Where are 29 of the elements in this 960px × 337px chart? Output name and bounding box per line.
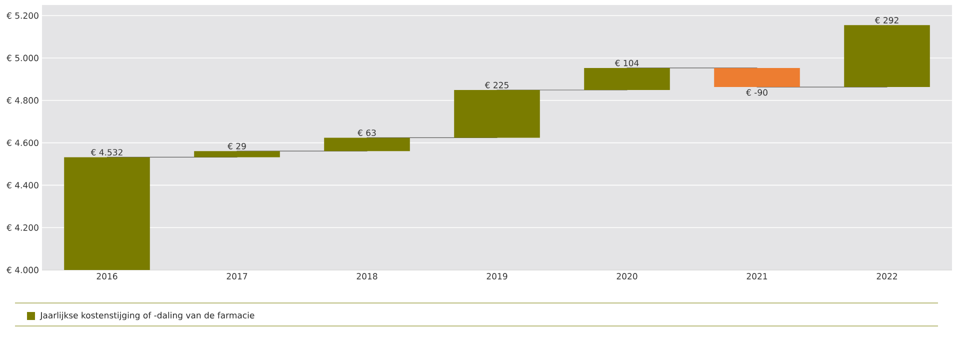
bar — [324, 138, 410, 152]
legend-label: Jaarlijkse kostenstijging of -daling van de farmacie — [40, 312, 254, 320]
y-tick-label: € 5.200 — [6, 12, 38, 19]
y-tick-label: € 4.200 — [6, 224, 38, 231]
y-tick-label: € 4.600 — [6, 140, 38, 146]
bar — [714, 68, 800, 88]
data-label: € 225 — [484, 82, 508, 88]
x-tick-label: 2016 — [96, 273, 118, 280]
data-label: € 63 — [358, 130, 376, 136]
x-tick-label: 2021 — [746, 273, 768, 280]
bar — [454, 90, 540, 138]
data-label: € -90 — [746, 89, 768, 96]
data-label: € 104 — [614, 60, 639, 66]
data-label: € 4.532 — [90, 149, 122, 156]
x-tick-label: 2019 — [486, 273, 508, 280]
bar — [844, 25, 930, 88]
bar — [64, 157, 150, 270]
bar — [584, 68, 670, 90]
y-tick-label: € 4.000 — [6, 266, 38, 274]
data-label: € 292 — [874, 17, 898, 24]
x-tick-label: 2017 — [226, 273, 248, 280]
data-label: € 29 — [228, 142, 246, 150]
x-tick-label: 2018 — [356, 273, 378, 280]
y-tick-label: € 4.800 — [6, 97, 38, 104]
x-tick-label: 2022 — [876, 273, 897, 280]
x-tick-label: 2020 — [616, 273, 638, 280]
y-tick-label: € 4.400 — [6, 182, 38, 188]
y-tick-label: € 5.000 — [6, 54, 38, 62]
bar — [194, 151, 280, 158]
